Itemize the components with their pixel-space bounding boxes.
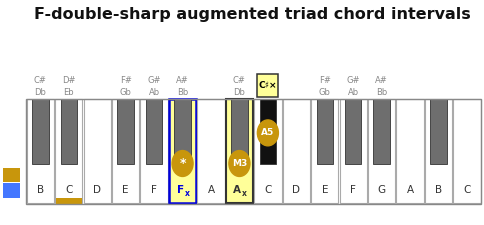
Text: A5: A5 [261,128,274,137]
Text: F: F [151,185,157,195]
Bar [197,99,224,203]
Text: E: E [321,185,327,195]
Text: F: F [349,185,355,195]
Text: G#: G# [147,76,161,85]
FancyBboxPatch shape [257,74,278,97]
Bar [26,99,480,204]
Text: Ab: Ab [347,88,358,97]
Text: B: B [37,185,44,195]
Bar [55,99,82,203]
Bar [344,99,361,164]
Text: C: C [264,185,271,195]
Bar [174,99,190,164]
Text: C#: C# [34,76,46,85]
Circle shape [228,151,249,176]
Text: F#: F# [318,76,330,85]
Text: Db: Db [233,88,245,97]
Text: Gb: Gb [318,88,330,97]
Text: x: x [184,189,189,198]
Bar [140,99,167,203]
Text: C♯×: C♯× [258,81,276,90]
Text: *: * [179,157,185,170]
Bar [117,99,134,164]
Bar [254,99,281,203]
Bar [56,198,81,205]
Bar [282,99,309,203]
Bar [367,99,394,203]
Text: Gb: Gb [120,88,131,97]
Text: Bb: Bb [177,88,188,97]
Bar [27,99,54,203]
Circle shape [172,151,193,176]
Bar [395,99,423,203]
Bar [310,99,338,203]
Text: Ab: Ab [148,88,159,97]
Text: C: C [462,185,469,195]
Bar [83,99,111,203]
Text: F#: F# [120,76,131,85]
Text: C: C [65,185,72,195]
Text: G: G [377,185,385,195]
Bar [226,99,253,203]
Text: basicmusictheory.com: basicmusictheory.com [8,71,14,154]
Text: Db: Db [34,88,46,97]
Text: A#: A# [375,76,387,85]
Text: E: E [122,185,129,195]
Bar [453,99,480,203]
Bar [424,99,451,203]
Bar [339,99,366,203]
Text: M3: M3 [231,159,246,168]
Bar [373,99,389,164]
Text: Eb: Eb [63,88,74,97]
Bar [146,99,162,164]
Bar [32,99,48,164]
Bar [112,99,139,203]
Text: D: D [292,185,300,195]
Text: F: F [176,185,183,195]
Text: A#: A# [176,76,189,85]
Text: C#: C# [232,76,245,85]
Text: A: A [233,185,241,195]
Text: x: x [241,189,246,198]
Bar [60,99,77,164]
Bar [3,183,19,198]
Text: Bb: Bb [375,88,386,97]
Text: D#: D# [62,76,76,85]
Text: B: B [434,185,441,195]
Text: F-double-sharp augmented triad chord intervals: F-double-sharp augmented triad chord int… [34,7,469,22]
Bar [3,168,19,182]
Bar [259,99,275,164]
Bar [429,99,446,164]
Text: A: A [207,185,214,195]
Bar [168,99,196,203]
Circle shape [257,120,278,146]
Text: G#: G# [346,76,359,85]
Bar [316,99,333,164]
Text: A: A [406,185,413,195]
Text: D: D [93,185,101,195]
Bar [231,99,247,164]
